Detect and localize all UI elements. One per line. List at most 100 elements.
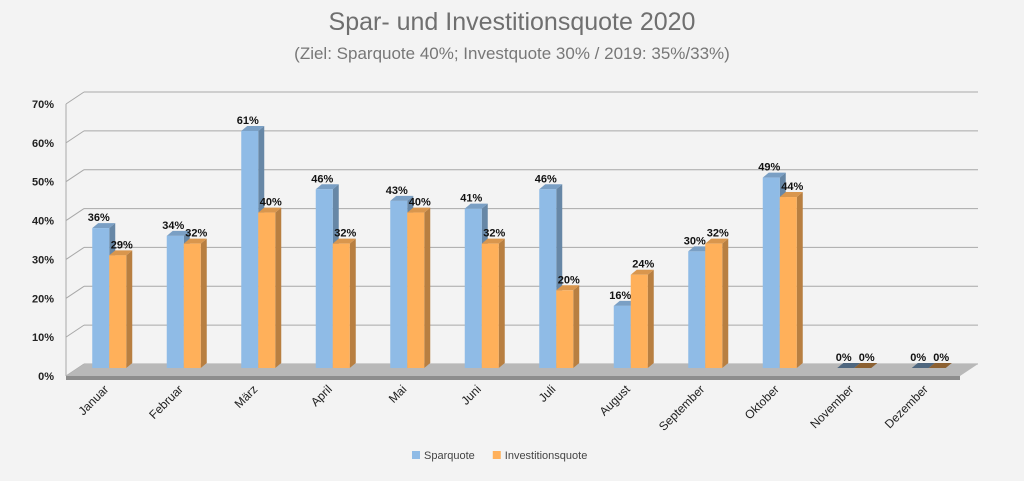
- floor-edge: [66, 376, 960, 380]
- bar-top: [762, 172, 786, 178]
- x-tick-label: August: [597, 382, 634, 419]
- x-tick-label: September: [656, 382, 707, 433]
- bar-top: [332, 238, 356, 244]
- bar: [556, 290, 574, 368]
- legend-swatch: [412, 451, 420, 459]
- data-label: 32%: [334, 228, 356, 240]
- data-label: 30%: [684, 235, 706, 247]
- bar: [407, 212, 425, 368]
- data-label: 0%: [836, 352, 852, 364]
- gridline-depth: [65, 169, 85, 183]
- x-tick-label: April: [308, 382, 335, 409]
- bar: [481, 243, 499, 368]
- data-label: 32%: [707, 228, 729, 240]
- legend-label: Investitionsquote: [505, 450, 588, 462]
- data-label: 46%: [535, 173, 557, 185]
- gridline-depth: [65, 208, 85, 221]
- y-tick-label: 20%: [32, 293, 54, 305]
- data-label: 24%: [632, 259, 654, 271]
- bar: [109, 255, 127, 368]
- bar-side: [573, 285, 580, 368]
- bar: [762, 177, 780, 368]
- x-tick-label: Februar: [146, 382, 186, 422]
- data-label: 41%: [460, 193, 482, 205]
- bar-side: [498, 238, 505, 368]
- bar-top: [315, 184, 339, 190]
- bar: [390, 200, 408, 368]
- data-label: 49%: [758, 162, 780, 174]
- legend-label: Sparquote: [424, 450, 475, 462]
- data-label: 36%: [88, 212, 110, 224]
- bar-side: [126, 250, 133, 368]
- bar-side: [349, 238, 356, 368]
- bar: [241, 130, 259, 368]
- gridline-depth: [65, 247, 85, 260]
- y-tick-label: 10%: [32, 332, 54, 344]
- bar: [928, 363, 952, 368]
- data-label: 43%: [386, 185, 408, 197]
- bar-top: [183, 238, 207, 244]
- bar: [166, 235, 184, 368]
- gridline-depth: [65, 130, 85, 144]
- x-tick-label: November: [807, 382, 856, 431]
- data-label: 20%: [558, 274, 580, 286]
- x-tick-label: Dezember: [882, 382, 931, 431]
- y-tick-label: 30%: [32, 254, 54, 266]
- bar: [92, 228, 110, 368]
- bar: [258, 212, 276, 368]
- y-tick-label: 40%: [32, 216, 54, 228]
- bar: [779, 197, 797, 368]
- data-label: 44%: [781, 181, 803, 193]
- data-label: 0%: [859, 352, 875, 364]
- x-tick-label: Juni: [458, 382, 483, 407]
- bar-side: [722, 238, 729, 368]
- legend-swatch: [492, 451, 501, 459]
- gridline-depth: [65, 91, 85, 105]
- y-tick-label: 0%: [38, 371, 54, 383]
- bar: [539, 189, 557, 368]
- bar-side: [647, 269, 654, 368]
- bar: [183, 243, 201, 368]
- data-label: 0%: [910, 352, 926, 364]
- data-label: 34%: [162, 220, 184, 232]
- bar-top: [92, 223, 116, 229]
- chart-title: Spar- und Investitionsquote 2020: [328, 8, 696, 36]
- bar-top: [630, 269, 654, 275]
- bar-top: [539, 184, 563, 190]
- gridline-depth: [65, 324, 85, 338]
- data-label: 46%: [311, 173, 333, 185]
- bar-top: [556, 285, 580, 291]
- bar-top: [705, 238, 729, 244]
- data-label: 16%: [609, 290, 631, 302]
- data-label: 40%: [260, 197, 282, 209]
- bar-top: [779, 192, 803, 198]
- x-tick-label: Mai: [386, 382, 410, 406]
- bar: [688, 251, 706, 368]
- bar-top: [241, 125, 265, 131]
- bar-top: [407, 207, 431, 213]
- bar-top: [166, 230, 190, 236]
- data-label: 29%: [111, 239, 133, 251]
- bar-top: [109, 250, 133, 256]
- bar: [613, 305, 631, 368]
- x-tick-label: Januar: [76, 382, 112, 418]
- bar: [464, 208, 482, 368]
- bar-top: [481, 238, 505, 244]
- bar: [630, 274, 648, 368]
- floor: [66, 364, 978, 376]
- bar: [837, 363, 861, 368]
- x-tick-label: Oktober: [742, 382, 782, 422]
- bar-side: [275, 207, 282, 368]
- data-label: 32%: [483, 228, 505, 240]
- x-tick-label: Juli: [536, 382, 559, 405]
- data-label: 0%: [933, 352, 949, 364]
- data-label: 61%: [237, 115, 259, 127]
- bar-side: [424, 207, 431, 368]
- y-tick-label: 70%: [32, 99, 54, 111]
- bar: [705, 243, 723, 368]
- gridline-depth: [65, 285, 85, 299]
- bar: [911, 363, 935, 368]
- data-label: 32%: [185, 228, 207, 240]
